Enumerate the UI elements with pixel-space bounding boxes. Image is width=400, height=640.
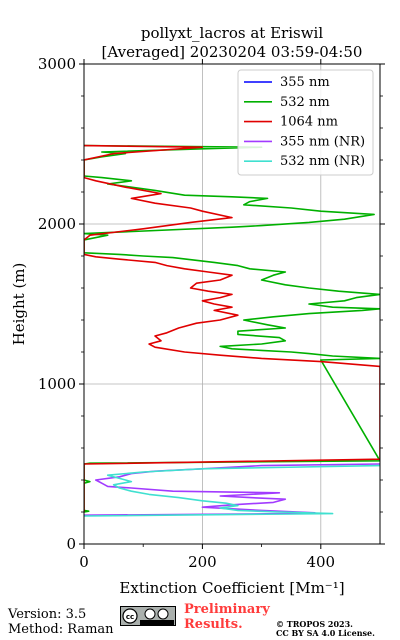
copyright-notice: © TROPOS 2023. CC BY SA 4.0 License. xyxy=(276,620,375,638)
chart-subtitle: [Averaged] 20230204 03:59-04:50 xyxy=(102,43,363,61)
y-tick-label: 2000 xyxy=(38,215,76,233)
x-axis-label: Extinction Coefficient [Mm⁻¹] xyxy=(119,579,344,597)
copyright-line-2: CC BY SA 4.0 License. xyxy=(276,628,375,638)
series-line-1064-nm xyxy=(84,144,380,512)
y-tick-label: 0 xyxy=(66,535,76,553)
plot-area xyxy=(83,63,381,545)
legend-label: 532 nm xyxy=(280,95,330,110)
preliminary-line-1: Preliminary xyxy=(184,602,270,617)
y-tick-label: 3000 xyxy=(38,55,76,73)
svg-text:cc: cc xyxy=(126,613,134,621)
preliminary-line-2: Results. xyxy=(184,617,243,632)
legend-label: 1064 nm xyxy=(280,115,338,130)
cc-license-badge-icon: cc xyxy=(120,606,176,626)
x-tick-label: 200 xyxy=(188,553,217,571)
copyright-line-1: © TROPOS 2023. xyxy=(276,619,353,629)
preliminary-results-notice: Preliminary Results. xyxy=(184,602,270,632)
series-line-532-nm xyxy=(84,144,380,513)
series-line-532-nm-nr- xyxy=(84,464,380,517)
legend-label: 355 nm xyxy=(280,75,330,90)
y-axis-label: Height (m) xyxy=(10,263,28,346)
y-tick-label: 1000 xyxy=(38,375,76,393)
legend-box xyxy=(237,69,374,176)
x-tick-label: 400 xyxy=(306,553,335,571)
legend-label: 532 nm (NR) xyxy=(280,154,365,169)
version-text: Version: 3.5 xyxy=(8,607,87,622)
x-tick-label: 0 xyxy=(79,553,89,571)
legend-label: 355 nm (NR) xyxy=(280,134,365,149)
legend: 355 nm 532 nm 1064 nm 355 nm (NR) 532 nm (NR… xyxy=(237,69,374,176)
axis-ticks: 0 200 400 0 1000 2000 3000 xyxy=(38,55,385,571)
method-text: Method: Raman xyxy=(8,622,114,637)
chart-title: pollyxt_lacros at Eriswil xyxy=(141,24,323,42)
chart: pollyxt_lacros at Eriswil [Averaged] 202… xyxy=(10,24,385,597)
